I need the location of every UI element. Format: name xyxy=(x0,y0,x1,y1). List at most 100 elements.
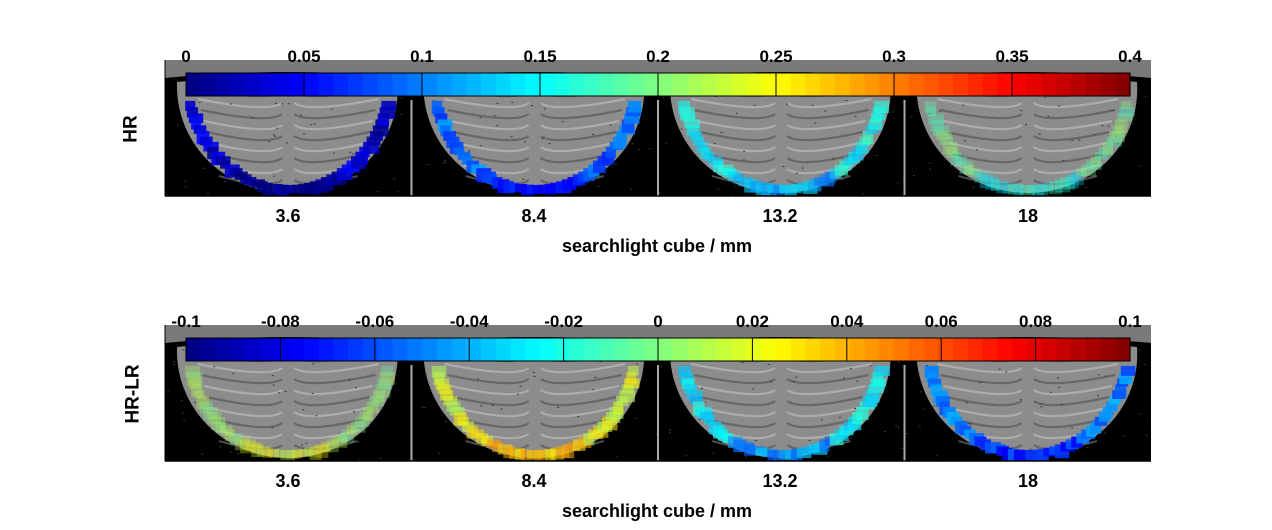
overlay-voxel xyxy=(1054,179,1071,193)
colorbar-segment xyxy=(289,73,305,96)
colorbar-segment xyxy=(835,73,851,96)
colorbar-segment xyxy=(790,338,807,361)
colorbar-segment xyxy=(613,73,630,96)
tissue-texture xyxy=(940,373,1116,385)
overlay-voxel xyxy=(492,442,503,453)
overlay-voxel xyxy=(520,449,532,461)
noise-speckle xyxy=(1038,133,1041,135)
overlay-voxel xyxy=(627,100,642,113)
noise-speckle xyxy=(273,134,276,136)
colorbar-segment xyxy=(849,338,866,361)
noise-speckle xyxy=(438,452,441,454)
colorbar-tick-label: 0 xyxy=(181,47,191,66)
noise-speckle xyxy=(1097,374,1100,376)
noise-speckle xyxy=(662,96,665,98)
noise-speckle xyxy=(811,104,814,106)
noise-speckle xyxy=(824,110,827,112)
colorbar-segment xyxy=(894,73,910,96)
overlay-voxel xyxy=(1098,146,1114,156)
overlay-voxel xyxy=(320,442,332,453)
noise-speckle xyxy=(845,100,848,102)
overlay-voxel xyxy=(503,181,515,194)
noise-speckle xyxy=(918,425,921,427)
noise-speckle xyxy=(533,375,536,377)
colorbar-segment xyxy=(422,338,438,361)
colorbar-segment xyxy=(731,73,748,96)
colorbar-segment xyxy=(466,73,482,96)
colorbar-tick-label: 0.3 xyxy=(882,47,906,66)
noise-speckle xyxy=(1112,413,1115,415)
overlay-voxel xyxy=(375,384,391,398)
noise-speckle xyxy=(963,140,966,142)
colorbar-segment xyxy=(643,73,659,96)
noise-speckle xyxy=(268,141,271,143)
overlay-voxel xyxy=(274,449,286,458)
y-axis-label: HR-LR xyxy=(122,364,144,424)
overlay-voxel xyxy=(1071,171,1084,186)
noise-speckle xyxy=(660,366,663,368)
colorbar-tick-label: 0.06 xyxy=(924,312,958,331)
noise-speckle xyxy=(577,415,580,417)
overlay-voxel xyxy=(359,411,372,421)
overlay-voxel xyxy=(379,107,396,119)
colorbar-segment xyxy=(805,338,821,361)
colorbar-segment xyxy=(982,338,998,361)
colorbar-segment xyxy=(908,73,925,96)
noise-speckle xyxy=(332,152,335,154)
overlay-voxel xyxy=(959,160,973,174)
noise-speckle xyxy=(897,427,900,429)
overlay-voxel xyxy=(933,125,950,137)
noise-speckle xyxy=(838,416,841,418)
noise-speckle xyxy=(1103,432,1106,434)
overlay-voxel xyxy=(1109,131,1125,143)
tissue-texture xyxy=(203,384,373,396)
colorbar-tick-label: 0.1 xyxy=(1118,312,1142,331)
colorbar-segment xyxy=(289,338,305,361)
colorbar-segment xyxy=(687,338,703,361)
overlay-voxel xyxy=(796,182,808,192)
overlay-voxel xyxy=(1013,449,1025,461)
noise-speckle xyxy=(609,124,612,126)
overlay-voxel xyxy=(203,406,218,420)
noise-speckle xyxy=(814,122,817,124)
overlay-voxel xyxy=(930,384,943,396)
noise-speckle xyxy=(717,188,720,190)
colorbar-segment xyxy=(495,338,512,361)
overlay-voxel xyxy=(791,183,802,194)
overlay-voxel xyxy=(1119,372,1133,385)
colorbar-tick-label: 0.4 xyxy=(1118,47,1142,66)
overlay-voxel xyxy=(185,365,200,378)
overlay-voxel xyxy=(856,141,869,154)
overlay-voxel xyxy=(191,119,202,130)
tissue-texture xyxy=(444,97,626,109)
noise-speckle xyxy=(354,387,357,389)
noise-speckle xyxy=(183,420,186,422)
overlay-voxel xyxy=(341,429,355,443)
noise-speckle xyxy=(393,178,396,180)
overlay-voxel xyxy=(449,406,465,416)
colorbar-segment xyxy=(628,73,644,96)
overlay-voxel xyxy=(443,131,457,141)
noise-speckle xyxy=(869,365,872,367)
overlay-voxel xyxy=(431,365,447,378)
colorbar-segment xyxy=(1115,338,1131,361)
colorbar-segment xyxy=(481,73,497,96)
noise-speckle xyxy=(432,100,435,102)
colorbar-segment xyxy=(953,338,969,361)
noise-speckle xyxy=(826,456,829,458)
noise-speckle xyxy=(896,182,899,184)
brain-montage-hr xyxy=(164,60,1151,197)
noise-speckle xyxy=(496,102,499,104)
noise-speckle xyxy=(182,349,185,351)
overlay-voxel xyxy=(234,436,251,451)
overlay-voxel xyxy=(605,146,617,158)
colorbar-segment xyxy=(731,338,748,361)
noise-speckle xyxy=(735,112,738,114)
noise-speckle xyxy=(300,444,303,446)
colorbar-segment xyxy=(967,338,984,361)
tissue-texture xyxy=(943,384,1113,396)
noise-speckle xyxy=(496,125,499,127)
colorbar-segment xyxy=(259,338,276,361)
overlay-voxel xyxy=(203,141,219,152)
noise-speckle xyxy=(1049,391,1052,393)
